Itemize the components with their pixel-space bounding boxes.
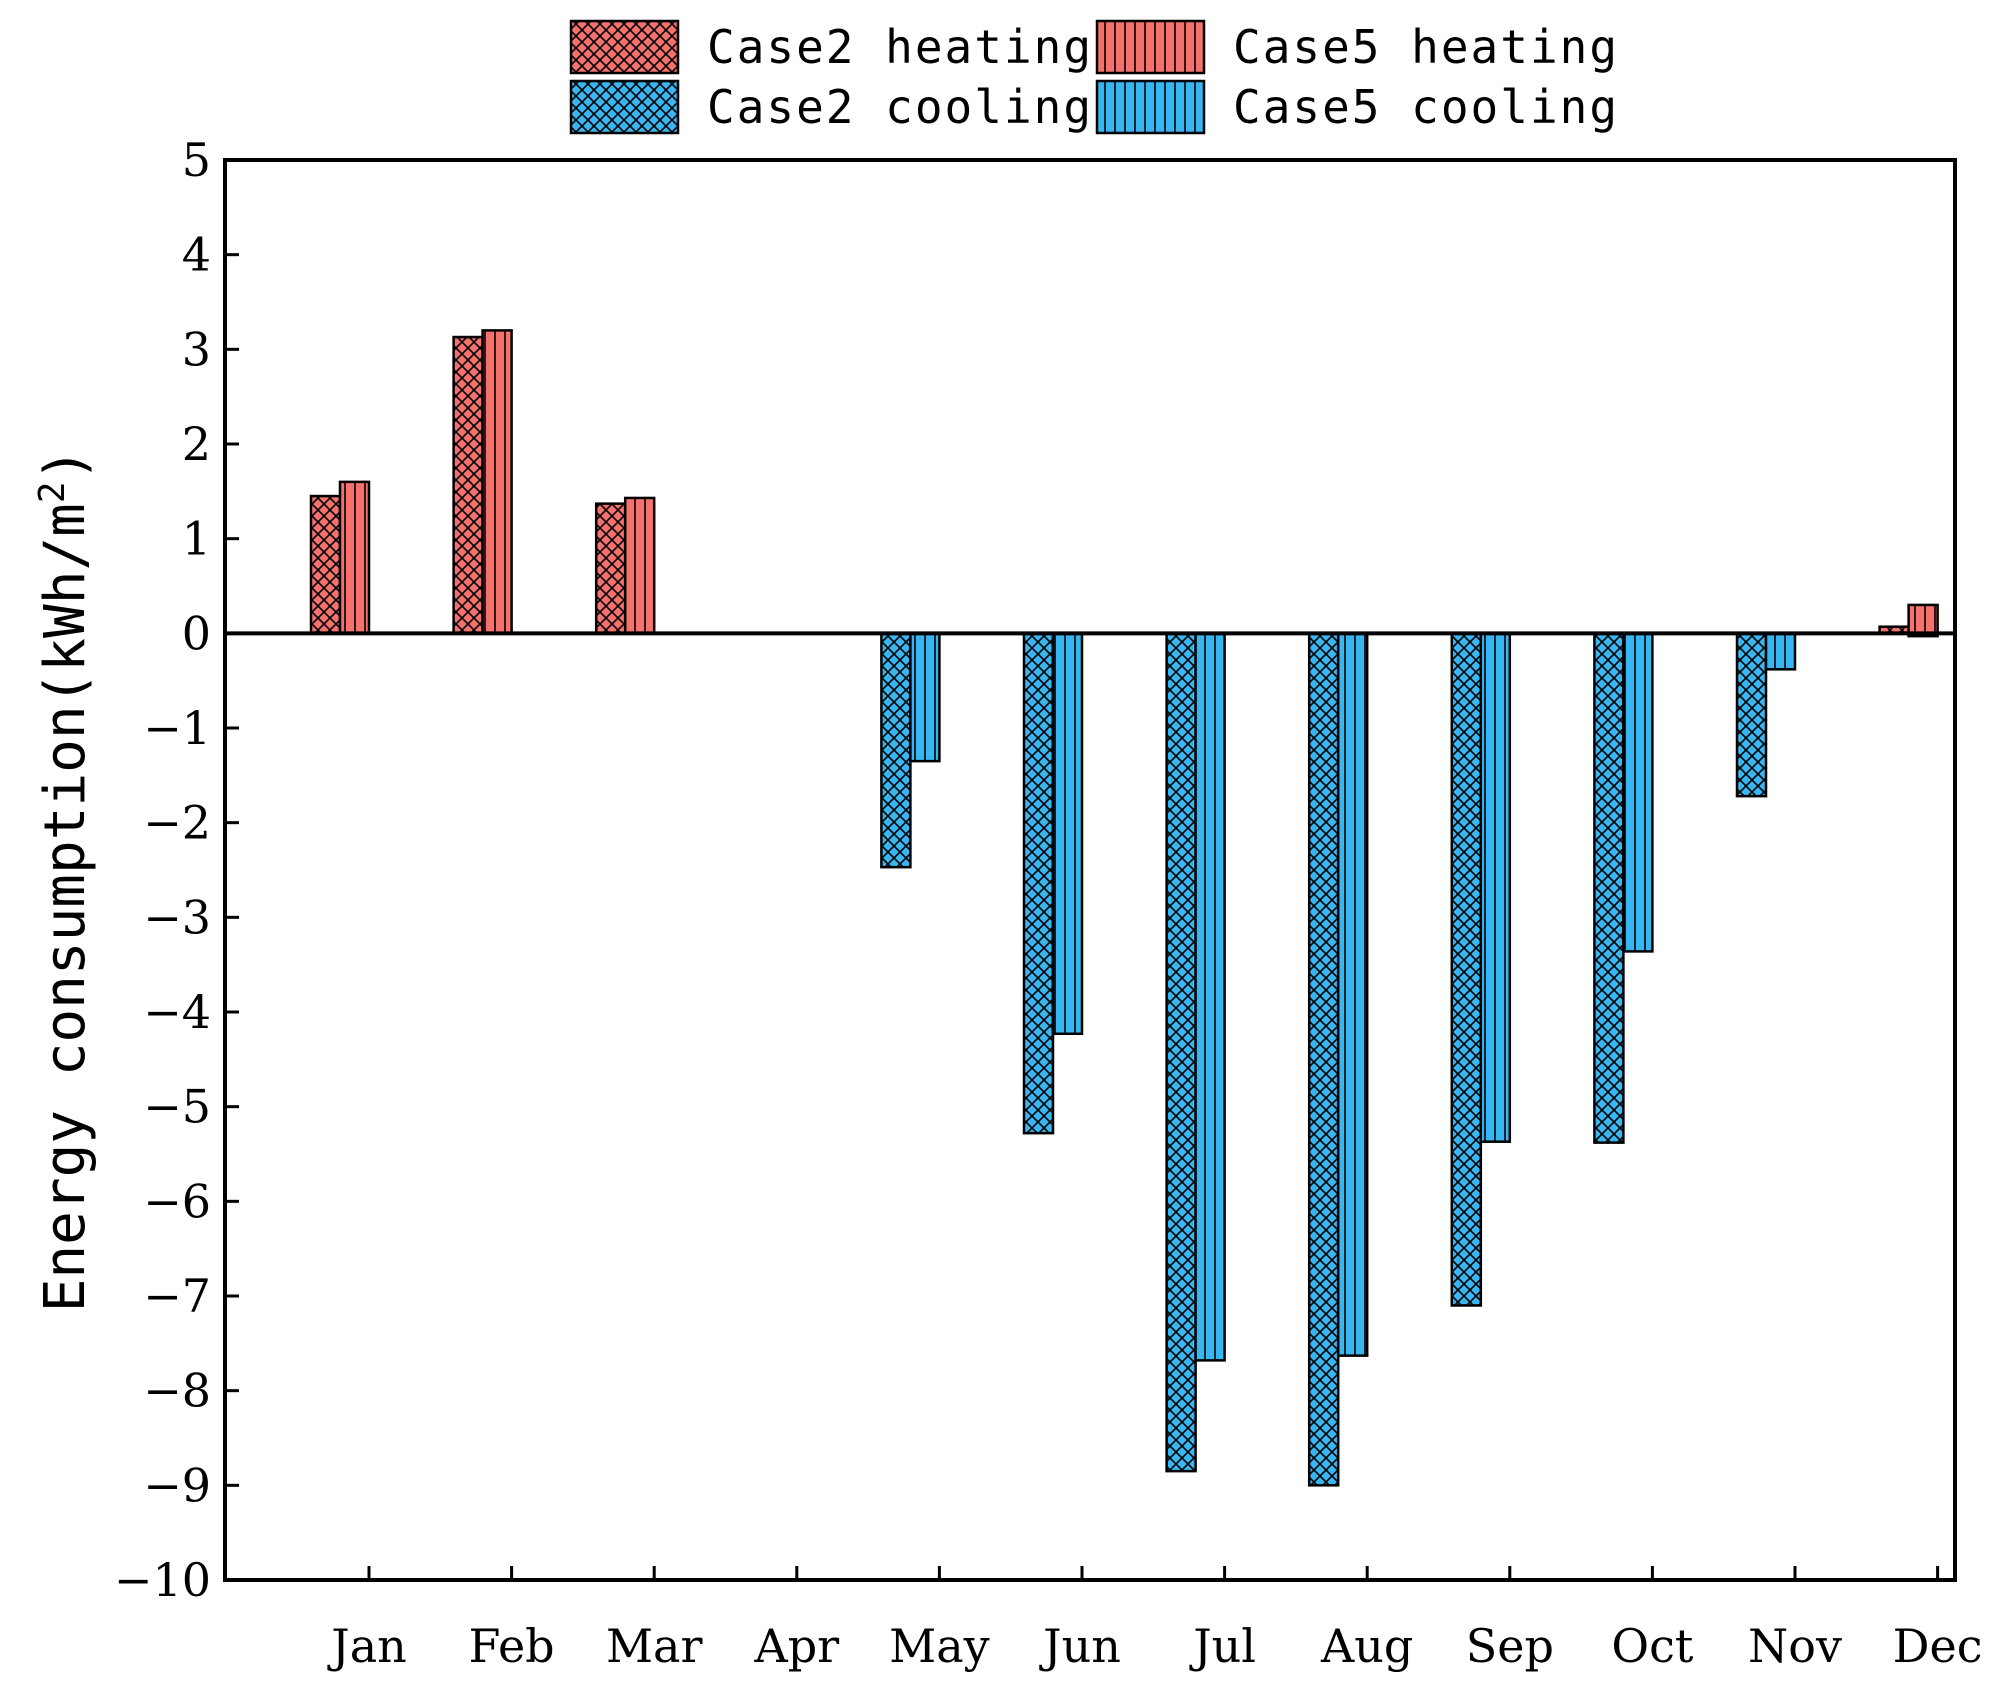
- x-tick-label-apr: Apr: [753, 1619, 839, 1673]
- bar-case5-cooling-sep: [1479, 632, 1512, 1143]
- bars: [309, 329, 1939, 1487]
- y-tick-label: 5: [182, 133, 211, 187]
- x-tick-label-nov: Nov: [1748, 1619, 1842, 1673]
- y-axis-label-superscript: 2: [32, 481, 73, 503]
- legend: Case2 heating Case5 heating Case2 coolin…: [569, 19, 1619, 135]
- bar-case5-cooling-nov: [1764, 632, 1797, 671]
- y-tick-label: −10: [114, 1553, 211, 1607]
- x-tick-label-oct: Oct: [1611, 1619, 1693, 1673]
- plot-frame: [223, 158, 1957, 1582]
- x-tick-label-mar: Mar: [606, 1619, 703, 1673]
- bar-case5-cooling-jun: [1051, 632, 1084, 1036]
- bar-case5-heating-mar: [623, 496, 656, 635]
- bar-case2-cooling-jun: [1022, 632, 1055, 1135]
- bar-case5-heating-jan: [338, 480, 371, 635]
- legend-swatch-case2-heating: [569, 19, 680, 75]
- x-tick-label-may: May: [889, 1619, 990, 1673]
- y-tick-label: −1: [143, 701, 211, 755]
- y-tick-label: −4: [143, 985, 211, 1039]
- x-tick-label-sep: Sep: [1466, 1619, 1554, 1673]
- y-tick-label: −3: [143, 890, 211, 944]
- y-tick-label: −5: [143, 1080, 211, 1134]
- legend-item-case5-cooling: Case5 cooling: [1095, 79, 1619, 135]
- bar-case5-heating-feb: [481, 329, 513, 635]
- bar-case5-heating-dec: [1907, 603, 1939, 635]
- legend-swatch-case5-cooling: [1095, 79, 1206, 135]
- legend-label-case5-cooling: Case5 cooling: [1233, 80, 1619, 134]
- bar-case2-cooling-oct: [1593, 632, 1625, 1144]
- bar-case5-cooling-aug: [1336, 632, 1369, 1357]
- legend-label-case2-cooling: Case2 cooling: [707, 80, 1093, 134]
- legend-swatch-case5-heating: [1095, 19, 1206, 75]
- y-tick-label: 4: [182, 228, 211, 282]
- bar-case5-cooling-jul: [1194, 632, 1226, 1362]
- y-tick-label: 1: [182, 512, 211, 566]
- y-axis-label-main: Energy consumption(kWh/m: [33, 503, 98, 1312]
- bar-case2-cooling-nov: [1735, 632, 1768, 798]
- y-axis-label-close: ): [33, 448, 98, 482]
- y-tick-label: −9: [143, 1458, 211, 1512]
- x-tick-label-jun: Jun: [1039, 1619, 1121, 1673]
- legend-label-case5-heating: Case5 heating: [1233, 20, 1619, 74]
- y-tick-label: 3: [182, 322, 211, 376]
- y-tick-label: 2: [182, 417, 211, 471]
- bar-case2-heating-jan: [309, 494, 342, 635]
- y-tick-label: −8: [143, 1364, 211, 1418]
- bar-case2-heating-mar: [594, 502, 627, 635]
- legend-label-case2-heating: Case2 heating: [707, 20, 1093, 74]
- x-tick-label-feb: Feb: [469, 1619, 555, 1673]
- y-tick-label: −6: [143, 1174, 211, 1228]
- legend-swatch-case2-cooling: [569, 79, 680, 135]
- bar-case2-cooling-jul: [1165, 632, 1197, 1473]
- x-tick-label-jul: Jul: [1189, 1619, 1256, 1673]
- x-tick-label-jan: Jan: [327, 1619, 407, 1673]
- y-tick-label: −2: [143, 796, 211, 850]
- legend-item-case2-heating: Case2 heating: [569, 19, 1093, 75]
- x-tick-label-aug: Aug: [1320, 1619, 1413, 1673]
- bar-case2-cooling-sep: [1450, 632, 1483, 1307]
- x-tick-label-dec: Dec: [1893, 1619, 1983, 1673]
- bar-case5-cooling-oct: [1622, 632, 1654, 953]
- legend-item-case5-heating: Case5 heating: [1095, 19, 1619, 75]
- bar-case2-cooling-may: [880, 632, 912, 869]
- legend-item-case2-cooling: Case2 cooling: [569, 79, 1093, 135]
- y-tick-label: −7: [143, 1269, 211, 1323]
- x-axis-ticks: Jan Feb Mar Apr May Jun Jul Aug Sep Oct Nov Dec: [327, 1566, 1983, 1673]
- y-axis-label: Energy consumption(kWh/m2): [32, 448, 98, 1313]
- y-axis-ticks: 5 4 3 2 1 0 −1 −2 −3 −4 −5 −6 −7 −8 −9 −10: [114, 133, 239, 1607]
- bar-case2-heating-feb: [452, 335, 484, 635]
- bar-case2-cooling-aug: [1307, 632, 1340, 1487]
- bar-case5-cooling-may: [909, 632, 941, 763]
- y-tick-label: 0: [182, 606, 211, 660]
